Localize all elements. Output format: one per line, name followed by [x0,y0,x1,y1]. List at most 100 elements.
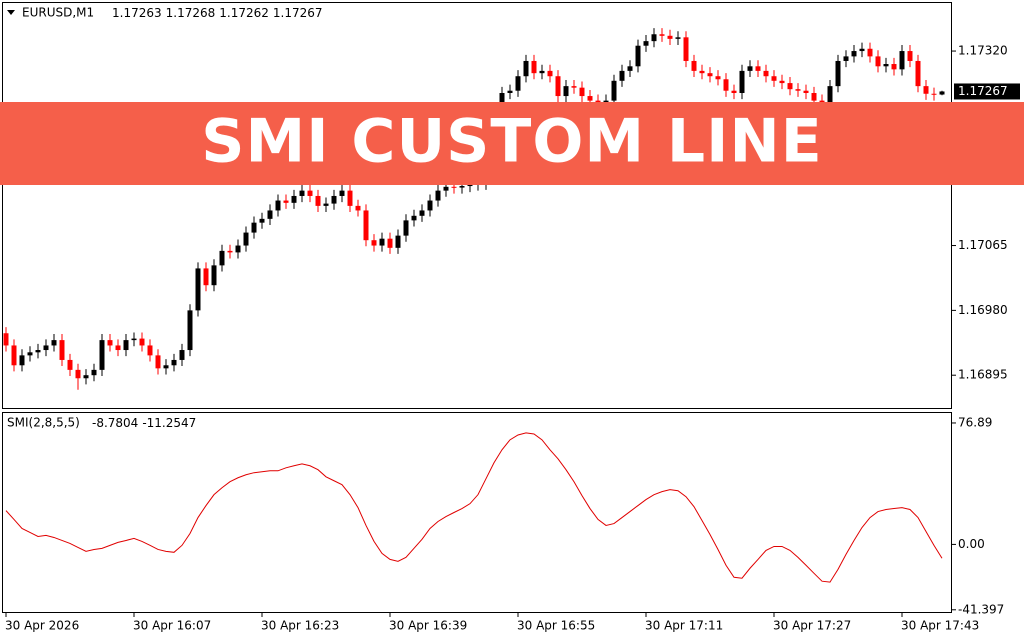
candle-body [755,66,761,71]
candle-body [531,60,537,74]
candle-body [915,60,921,87]
ohlc-high: 1.17268 [166,6,216,20]
candle-body [579,87,585,97]
candle-body [259,218,265,223]
candle-body [651,34,657,42]
candle-body [155,355,161,369]
candle-body [875,56,881,67]
candle-body [107,340,113,346]
candle-body [771,76,777,81]
x-tick-label: 30 Apr 17:27 [773,619,851,633]
candle-body [195,268,201,311]
candle-body [931,93,937,95]
ohlc-close: 1.17267 [273,6,323,20]
candle-body [339,190,345,196]
x-tick-label: 30 Apr 16:23 [261,619,339,633]
candle-body [667,35,673,39]
candle-body [179,350,185,360]
candle-body [211,265,217,286]
candle-body [139,338,145,346]
ohlc-values: 1.17263 1.17268 1.17262 1.17267 [112,6,323,20]
candle-body [187,310,193,351]
candle-body [467,184,473,187]
x-tick-label: 30 Apr 17:43 [901,619,979,633]
candle-body [267,210,273,219]
smi-value: -8.7804 [92,416,138,430]
ohlc-low: 1.17262 [219,6,269,20]
candle-body [763,70,769,77]
candle-body [859,48,865,52]
candle-body [443,186,449,191]
candle-body [539,70,545,74]
candle-body [75,369,81,379]
candle-body [131,338,137,341]
candle-body [907,51,913,61]
candle-body [355,205,361,211]
y-tick-label: 0.00 [958,537,985,551]
candle-body [571,86,577,88]
candle-body [11,345,17,366]
candle-body [675,37,681,39]
candle-body [723,79,729,91]
candle-body [691,60,697,71]
y-tick-label: -41.397 [958,602,1004,616]
x-tick-label: 30 Apr 16:55 [517,619,595,633]
candle-body [515,76,521,91]
indicator-title: SMI(2,8,5,5) [7,416,80,430]
candle-body [243,232,249,246]
candle-body [235,245,241,253]
candles [3,28,945,390]
candle-body [555,76,561,97]
candle-body [795,89,801,91]
candle-body [803,90,809,93]
candle-body [683,37,689,61]
banner [0,102,1024,185]
candle-body [867,48,873,57]
candle-body [91,369,97,376]
candle-body [19,355,25,366]
current-price-label: 1.17267 [958,84,1008,98]
current-price-box [954,83,1020,100]
candle-body [731,90,737,93]
candle-body [827,86,833,106]
candle-body [291,195,297,203]
candle-body [451,186,457,188]
x-tick-label: 30 Apr 16:39 [389,619,467,633]
candle-body [779,80,785,84]
indicator-lines [5,432,943,583]
candle-body [659,34,665,36]
candle-body [67,359,73,370]
candle-body [635,45,641,67]
candle-body [747,66,753,71]
x-tick-label: 30 Apr 16:07 [133,619,211,633]
candle-body [707,73,713,77]
candle-body [299,190,305,196]
candle-body [115,345,121,351]
candle-body [923,86,929,94]
candle-body [523,60,529,77]
y-tick-label: 1.16895 [958,368,1008,382]
candle-body [939,91,945,95]
candle-body [419,210,425,216]
candle-body [891,64,897,70]
dropdown-arrow[interactable] [7,10,15,15]
candle-body [283,200,289,203]
candle-body [459,186,465,188]
candle-body [43,345,49,351]
candle-body [99,340,105,370]
candle-body [619,70,625,81]
candle-body [899,51,905,70]
symbol-title: EURUSD,M1 [22,6,94,20]
candle-body [123,340,129,351]
candle-body [227,250,233,253]
candle-body [51,340,57,346]
candle-body [171,359,177,366]
candle-body [35,350,41,353]
ohlc-open: 1.17263 [112,6,162,20]
candle-body [379,238,385,246]
smi-line [5,432,943,583]
candle-body [59,340,65,360]
candle-body [587,96,593,101]
candle-body [787,83,793,90]
